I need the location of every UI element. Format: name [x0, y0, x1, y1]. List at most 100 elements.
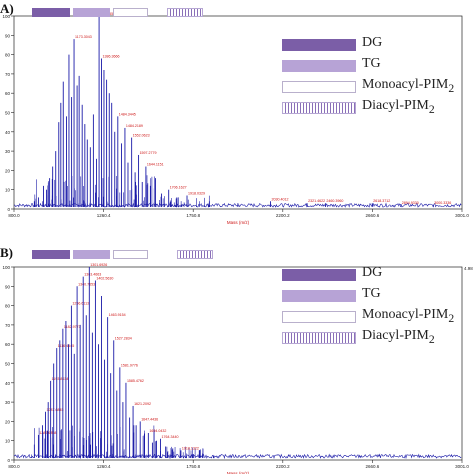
- legend-swatch-tg: [282, 289, 356, 302]
- legend-a: DG TG Monoacyl-PIM2 Diacyl-PIM2: [282, 34, 454, 118]
- y-tick-label: 90: [5, 284, 11, 289]
- x-tick-label: 3001.0: [455, 213, 469, 218]
- y-tick-label: 20: [5, 419, 11, 424]
- peak-label: 1621.2092: [134, 402, 151, 406]
- peak-label: 1301.6926: [90, 263, 107, 267]
- peak-label: 1581.9776: [121, 363, 138, 367]
- peak-label: 1402.5630: [96, 277, 113, 281]
- peak-label: 1386.3666: [103, 54, 120, 58]
- x-axis-label: Mass (m/z): [227, 471, 250, 474]
- peak-label: 3000.3336: [434, 201, 451, 205]
- legend-label-dg: DG: [362, 264, 383, 280]
- top-bar-tg: [73, 250, 110, 259]
- y-tick-label: 90: [5, 33, 11, 38]
- peak-label: 1694.0432: [149, 429, 166, 433]
- legend-swatch-mono: [282, 80, 356, 93]
- legend-swatch-mono: [282, 310, 356, 323]
- x-tick-label: 3001.0: [455, 464, 469, 469]
- peak-label: 1644.1151: [147, 163, 164, 167]
- y-tick-label: 40: [5, 381, 11, 386]
- y-tick-label: 80: [5, 304, 11, 309]
- y-tick-label: 70: [5, 323, 11, 328]
- y-tick-label: 0: [7, 458, 10, 463]
- y-tick-label: 10: [5, 188, 11, 193]
- legend-label-di: Diacyl-PIM2: [362, 327, 435, 346]
- top-bar-mono: [113, 250, 148, 259]
- peak-label: 1585.4762: [127, 379, 144, 383]
- peak-label: 1918.1322: [182, 446, 199, 450]
- peak-label: 1287.6845: [47, 408, 64, 412]
- peak-label: 1597.2779: [140, 151, 157, 155]
- peak-label: 1484.2189: [126, 124, 143, 128]
- legend-swatch-di: [282, 101, 356, 114]
- peak-label: 1706.1627: [170, 186, 187, 190]
- y-tick-label: 70: [5, 72, 11, 77]
- x-tick-label: 1750.8: [186, 213, 200, 218]
- y-tick-label: 80: [5, 53, 11, 58]
- y-tick-label: 30: [5, 400, 11, 405]
- peak-label: 2321.4622: [308, 199, 325, 203]
- legend-swatch-tg: [282, 59, 356, 72]
- x-axis-label: Mass (m/z): [227, 220, 250, 225]
- panel-letter-a: A): [0, 1, 14, 16]
- peak-label: 1764.3440: [162, 435, 179, 439]
- y-tick-label: 50: [5, 362, 11, 367]
- peak-label: 1256.6113: [72, 302, 89, 306]
- peak-label: 1463.9154: [109, 313, 126, 317]
- legend-swatch-di: [282, 331, 356, 344]
- x-tick-label: 1750.8: [186, 464, 200, 469]
- panel-a: 0 10 20 30 40 50 60 70 80 90 100 800.0 1260.4 1750.8 2…: [0, 1, 469, 225]
- peak-label: 2894.9330: [402, 201, 419, 205]
- x-tick-label: 2200.2: [276, 464, 290, 469]
- x-tick-label: 800.0: [8, 213, 20, 218]
- legend-item-tg: TG: [282, 285, 454, 306]
- x-tick-label: 2660.6: [366, 464, 380, 469]
- legend-b: DG TG Monoacyl-PIM2 Diacyl-PIM2: [282, 264, 454, 348]
- y-tick-label: 100: [2, 14, 10, 19]
- peak-label: 1182.9773: [64, 325, 81, 329]
- legend-item-di: Diacyl-PIM2: [282, 97, 454, 118]
- legend-swatch-dg: [282, 38, 356, 51]
- y-tick-label: 50: [5, 111, 11, 116]
- spectrum-chart-b: 0 10 20 30 40 50 60 70 80 90 100 800.0 1260.4 1750.8 2…: [2, 263, 473, 474]
- peak-label: 1173.3043: [75, 35, 92, 39]
- x-tick-label: 800.0: [8, 464, 20, 469]
- legend-item-di: Diacyl-PIM2: [282, 327, 454, 348]
- peak-label: 1363.4663: [84, 273, 101, 277]
- top-bar-mono: [113, 8, 148, 17]
- peak-label: 1340.7653: [78, 282, 95, 286]
- peak-label: 1918.0329: [188, 191, 205, 195]
- legend-item-tg: TG: [282, 55, 454, 76]
- legend-item-dg: DG: [282, 34, 454, 55]
- peak-label: 1527.2834: [115, 336, 132, 340]
- y-tick-label: 20: [5, 168, 11, 173]
- y-tick-label: 30: [5, 149, 11, 154]
- y-tick-label: 60: [5, 342, 11, 347]
- top-bar-legend-b: [32, 250, 213, 259]
- top-bar-legend-a: [32, 8, 203, 17]
- legend-label-dg: DG: [362, 34, 383, 50]
- legend-label-mono: Monoacyl-PIM2: [362, 306, 455, 325]
- top-bar-dg: [32, 250, 70, 259]
- legend-item-mono: Monoacyl-PIM2: [282, 306, 454, 327]
- x-tick-label: 1260.4: [97, 464, 111, 469]
- peak-label: 2460.3960: [326, 199, 343, 203]
- legend-swatch-dg: [282, 268, 356, 281]
- legend-item-mono: Monoacyl-PIM2: [282, 76, 454, 97]
- legend-label-mono: Monoacyl-PIM2: [362, 76, 455, 95]
- panel-letter-b: B): [0, 245, 13, 260]
- top-bar-tg: [73, 8, 110, 17]
- x-tick-label: 2660.6: [366, 213, 380, 218]
- peak-label: 1552.0623: [133, 134, 150, 138]
- legend-label-di: Diacyl-PIM2: [362, 97, 435, 116]
- y-tick-label: 100: [2, 265, 10, 270]
- y-tick-label: 0: [7, 207, 10, 212]
- y-tick-label: 60: [5, 91, 11, 96]
- legend-item-dg: DG: [282, 264, 454, 285]
- peak-label: 1484.3445: [119, 112, 136, 116]
- panel-b: 0 10 20 30 40 50 60 70 80 90 100 800.0 1260.4 1750.8 2…: [0, 237, 474, 474]
- top-bar-di: [167, 8, 203, 17]
- x-tick-label: 2200.2: [276, 213, 290, 218]
- peak-label: 2618.3712: [373, 199, 390, 203]
- x-tick-label: 1260.4: [97, 213, 111, 218]
